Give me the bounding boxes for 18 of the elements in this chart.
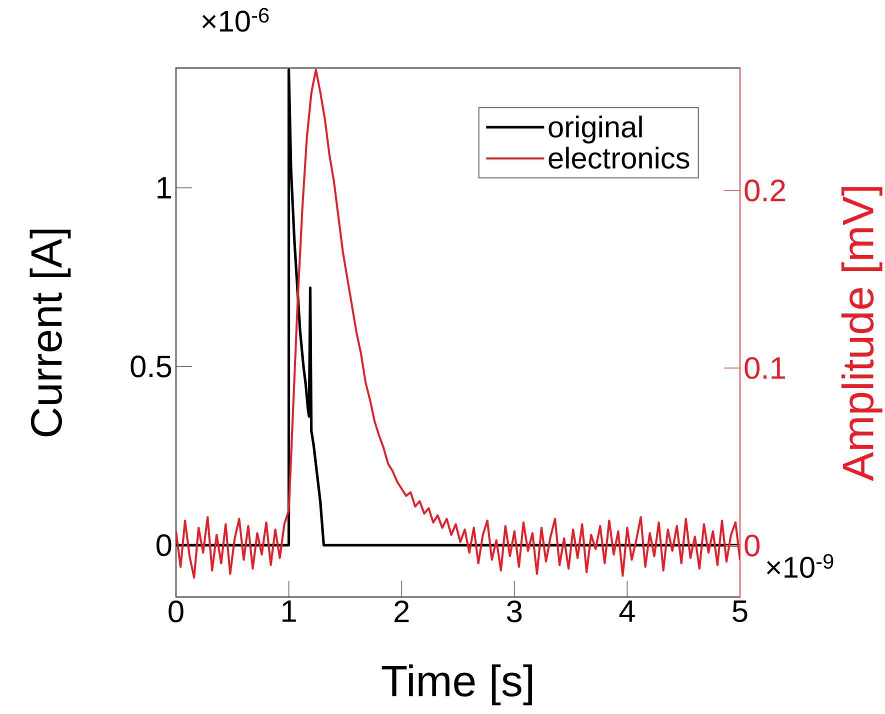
y2-tick-label: 0 bbox=[744, 534, 760, 556]
y2-tick-label: 0.1 bbox=[744, 357, 785, 379]
y2-axis-title: Amplitude [mV] bbox=[841, 187, 882, 482]
legend-label: electronics bbox=[548, 146, 690, 169]
x-tick-label: 3 bbox=[506, 600, 522, 622]
x-tick-label: 5 bbox=[732, 600, 748, 622]
text: ×10$^{-6}$ bbox=[202, 8, 269, 32]
text: ×10$^{-9}$ bbox=[766, 554, 834, 578]
y-tick-label: 1 bbox=[158, 177, 171, 198]
y-axis-title: Current [A] bbox=[30, 230, 71, 436]
x-axis-title: Time [s] bbox=[382, 664, 532, 706]
y2-tick-label: 0.2 bbox=[744, 180, 785, 202]
y-tick-label: 0.5 bbox=[130, 356, 172, 378]
y-tick-label: 0 bbox=[156, 534, 172, 556]
legend-label: original bbox=[548, 116, 642, 144]
x-tick-label: 2 bbox=[394, 600, 409, 622]
x-tick-label: 4 bbox=[619, 600, 635, 622]
x-tick-label: 1 bbox=[282, 600, 296, 622]
